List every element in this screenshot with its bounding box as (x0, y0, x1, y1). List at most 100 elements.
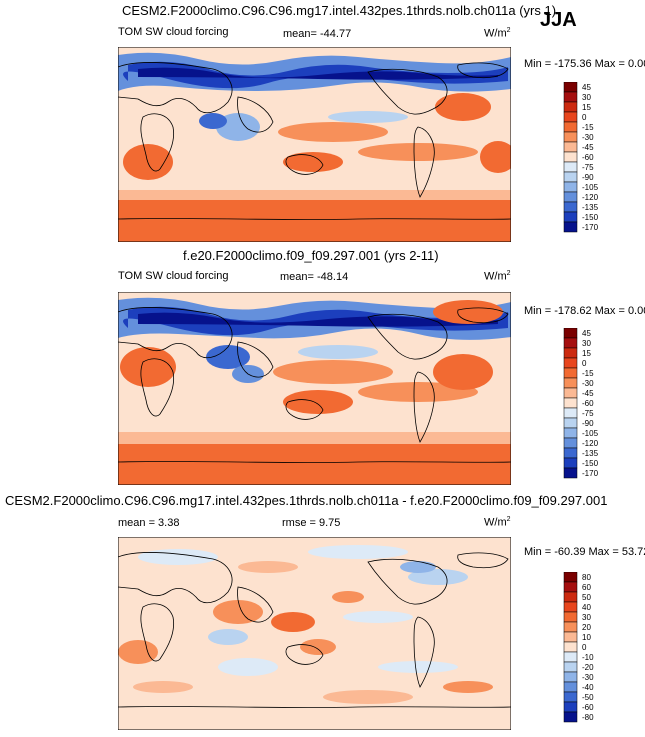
colorbar-tick-label: 60 (582, 583, 591, 592)
colorbar-swatch (563, 357, 578, 369)
colorbar-tick-label: 80 (582, 573, 591, 582)
panel-3-minmax: Min = -60.39 Max = 53.72 (524, 546, 645, 558)
colorbar-swatch (563, 407, 578, 419)
colorbar-swatch (563, 181, 578, 193)
colorbar-swatch (563, 201, 578, 213)
colorbar-swatch (563, 621, 578, 633)
panel-1-minmax: Min = -175.36 Max = 0.00 (524, 58, 645, 70)
colorbar-tick-label: -60 (582, 399, 594, 408)
colorbar-tick-label: 50 (582, 593, 591, 602)
colorbar-swatch (563, 711, 578, 723)
colorbar-swatch (563, 581, 578, 593)
colorbar-swatch (563, 467, 578, 479)
colorbar-swatch (563, 91, 578, 103)
colorbar-tick-label: 15 (582, 103, 591, 112)
colorbar-tick-label: 20 (582, 623, 591, 632)
colorbar-swatch (563, 681, 578, 693)
panel-3-unit: W/m2 (484, 516, 511, 529)
colorbar-swatch (563, 151, 578, 163)
panel-2-colorbar: 4530150-15-30-45-60-75-90-105-120-135-15… (563, 328, 599, 479)
colorbar-tick-label: -135 (582, 449, 599, 458)
colorbar-swatch (563, 641, 578, 653)
colorbar-tick-label: -150 (582, 459, 599, 468)
colorbar-tick-label: 30 (582, 339, 591, 348)
panel-1-unit: W/m2 (484, 27, 511, 40)
panel-2-title: f.e20.F2000climo.f09_f09.297.001 (yrs 2-… (183, 248, 439, 263)
panel-1-coastlines (118, 62, 511, 220)
colorbar-tick-label: -120 (582, 193, 599, 202)
colorbar-swatch (563, 691, 578, 703)
colorbar-swatch (563, 572, 578, 583)
colorbar-tick-label: 40 (582, 603, 591, 612)
colorbar-swatch (563, 221, 578, 233)
colorbar-tick-label: -15 (582, 123, 594, 132)
colorbar-swatch (563, 171, 578, 183)
colorbar-swatch (563, 101, 578, 113)
colorbar-swatch (563, 651, 578, 663)
colorbar-tick-label: -60 (582, 153, 594, 162)
colorbar-swatch (563, 671, 578, 683)
panel-1-colorbar: 4530150-15-30-45-60-75-90-105-120-135-15… (563, 82, 599, 233)
colorbar-swatch (563, 131, 578, 143)
colorbar-tick-label: -10 (582, 653, 594, 662)
colorbar-swatch (563, 437, 578, 449)
colorbar-swatch (563, 377, 578, 389)
panel-2-variable: TOM SW cloud forcing (118, 270, 229, 282)
panel-3-map (118, 537, 511, 730)
colorbar-tick-label: 10 (582, 633, 591, 642)
colorbar-swatch (563, 337, 578, 349)
colorbar-swatch (563, 417, 578, 429)
colorbar-swatch (563, 591, 578, 603)
colorbar-tick-label: -75 (582, 163, 594, 172)
colorbar-swatch (563, 427, 578, 439)
colorbar-tick-label: -15 (582, 369, 594, 378)
colorbar-swatch (563, 141, 578, 153)
colorbar-tick-label: 15 (582, 349, 591, 358)
panel-2-minmax: Min = -178.62 Max = 0.00 (524, 305, 645, 317)
panel-3-rmse: rmse = 9.75 (282, 517, 341, 529)
panel-3-coastlines (118, 552, 511, 708)
colorbar-swatch (563, 367, 578, 379)
colorbar-tick-label: -90 (582, 173, 594, 182)
colorbar-tick-label: 45 (582, 83, 591, 92)
colorbar-swatch (563, 82, 578, 93)
colorbar-tick-label: 0 (582, 113, 587, 122)
colorbar-tick-label: -45 (582, 389, 594, 398)
colorbar-swatch (563, 397, 578, 409)
colorbar-tick-label: 45 (582, 329, 591, 338)
colorbar-tick-label: -75 (582, 409, 594, 418)
panel-1-title: CESM2.F2000climo.C96.C96.mg17.intel.432p… (122, 3, 557, 18)
colorbar-tick-label: -30 (582, 133, 594, 142)
season-label: JJA (540, 9, 577, 31)
panel-1-mean: mean= -44.77 (283, 28, 352, 40)
colorbar-swatch (563, 161, 578, 173)
colorbar-tick-label: -105 (582, 183, 599, 192)
colorbar-swatch (563, 611, 578, 623)
colorbar-swatch (563, 387, 578, 399)
colorbar-tick-label: -90 (582, 419, 594, 428)
panel-3-title: CESM2.F2000climo.C96.C96.mg17.intel.432p… (5, 493, 608, 508)
colorbar-tick-label: -50 (582, 693, 594, 702)
colorbar-swatch (563, 111, 578, 123)
panel-2-unit: W/m2 (484, 270, 511, 283)
colorbar-tick-label: -150 (582, 213, 599, 222)
colorbar-swatch (563, 601, 578, 613)
colorbar-swatch (563, 328, 578, 339)
colorbar-swatch (563, 661, 578, 673)
colorbar-swatch (563, 211, 578, 223)
panel-1-map (118, 47, 511, 242)
colorbar-tick-label: -135 (582, 203, 599, 212)
panel-3-mean: mean = 3.38 (118, 517, 180, 529)
colorbar-tick-label: -60 (582, 703, 594, 712)
colorbar-swatch (563, 447, 578, 459)
panel-2-coastlines (118, 307, 511, 463)
colorbar-swatch (563, 191, 578, 203)
colorbar-tick-label: -170 (582, 469, 599, 478)
colorbar-swatch (563, 121, 578, 133)
colorbar-tick-label: 30 (582, 93, 591, 102)
colorbar-tick-label: -30 (582, 379, 594, 388)
colorbar-tick-label: -30 (582, 673, 594, 682)
panel-1-variable: TOM SW cloud forcing (118, 26, 229, 38)
colorbar-swatch (563, 347, 578, 359)
